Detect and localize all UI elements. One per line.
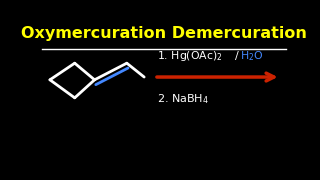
Text: 1. $\rm Hg(OAc)_2$: 1. $\rm Hg(OAc)_2$ bbox=[156, 49, 222, 63]
Text: 2. $\rm NaBH_4$: 2. $\rm NaBH_4$ bbox=[156, 92, 209, 106]
Text: Oxymercuration Demercuration: Oxymercuration Demercuration bbox=[21, 26, 307, 41]
Text: $\rm H_2O$: $\rm H_2O$ bbox=[240, 49, 263, 63]
Text: /: / bbox=[235, 51, 238, 61]
